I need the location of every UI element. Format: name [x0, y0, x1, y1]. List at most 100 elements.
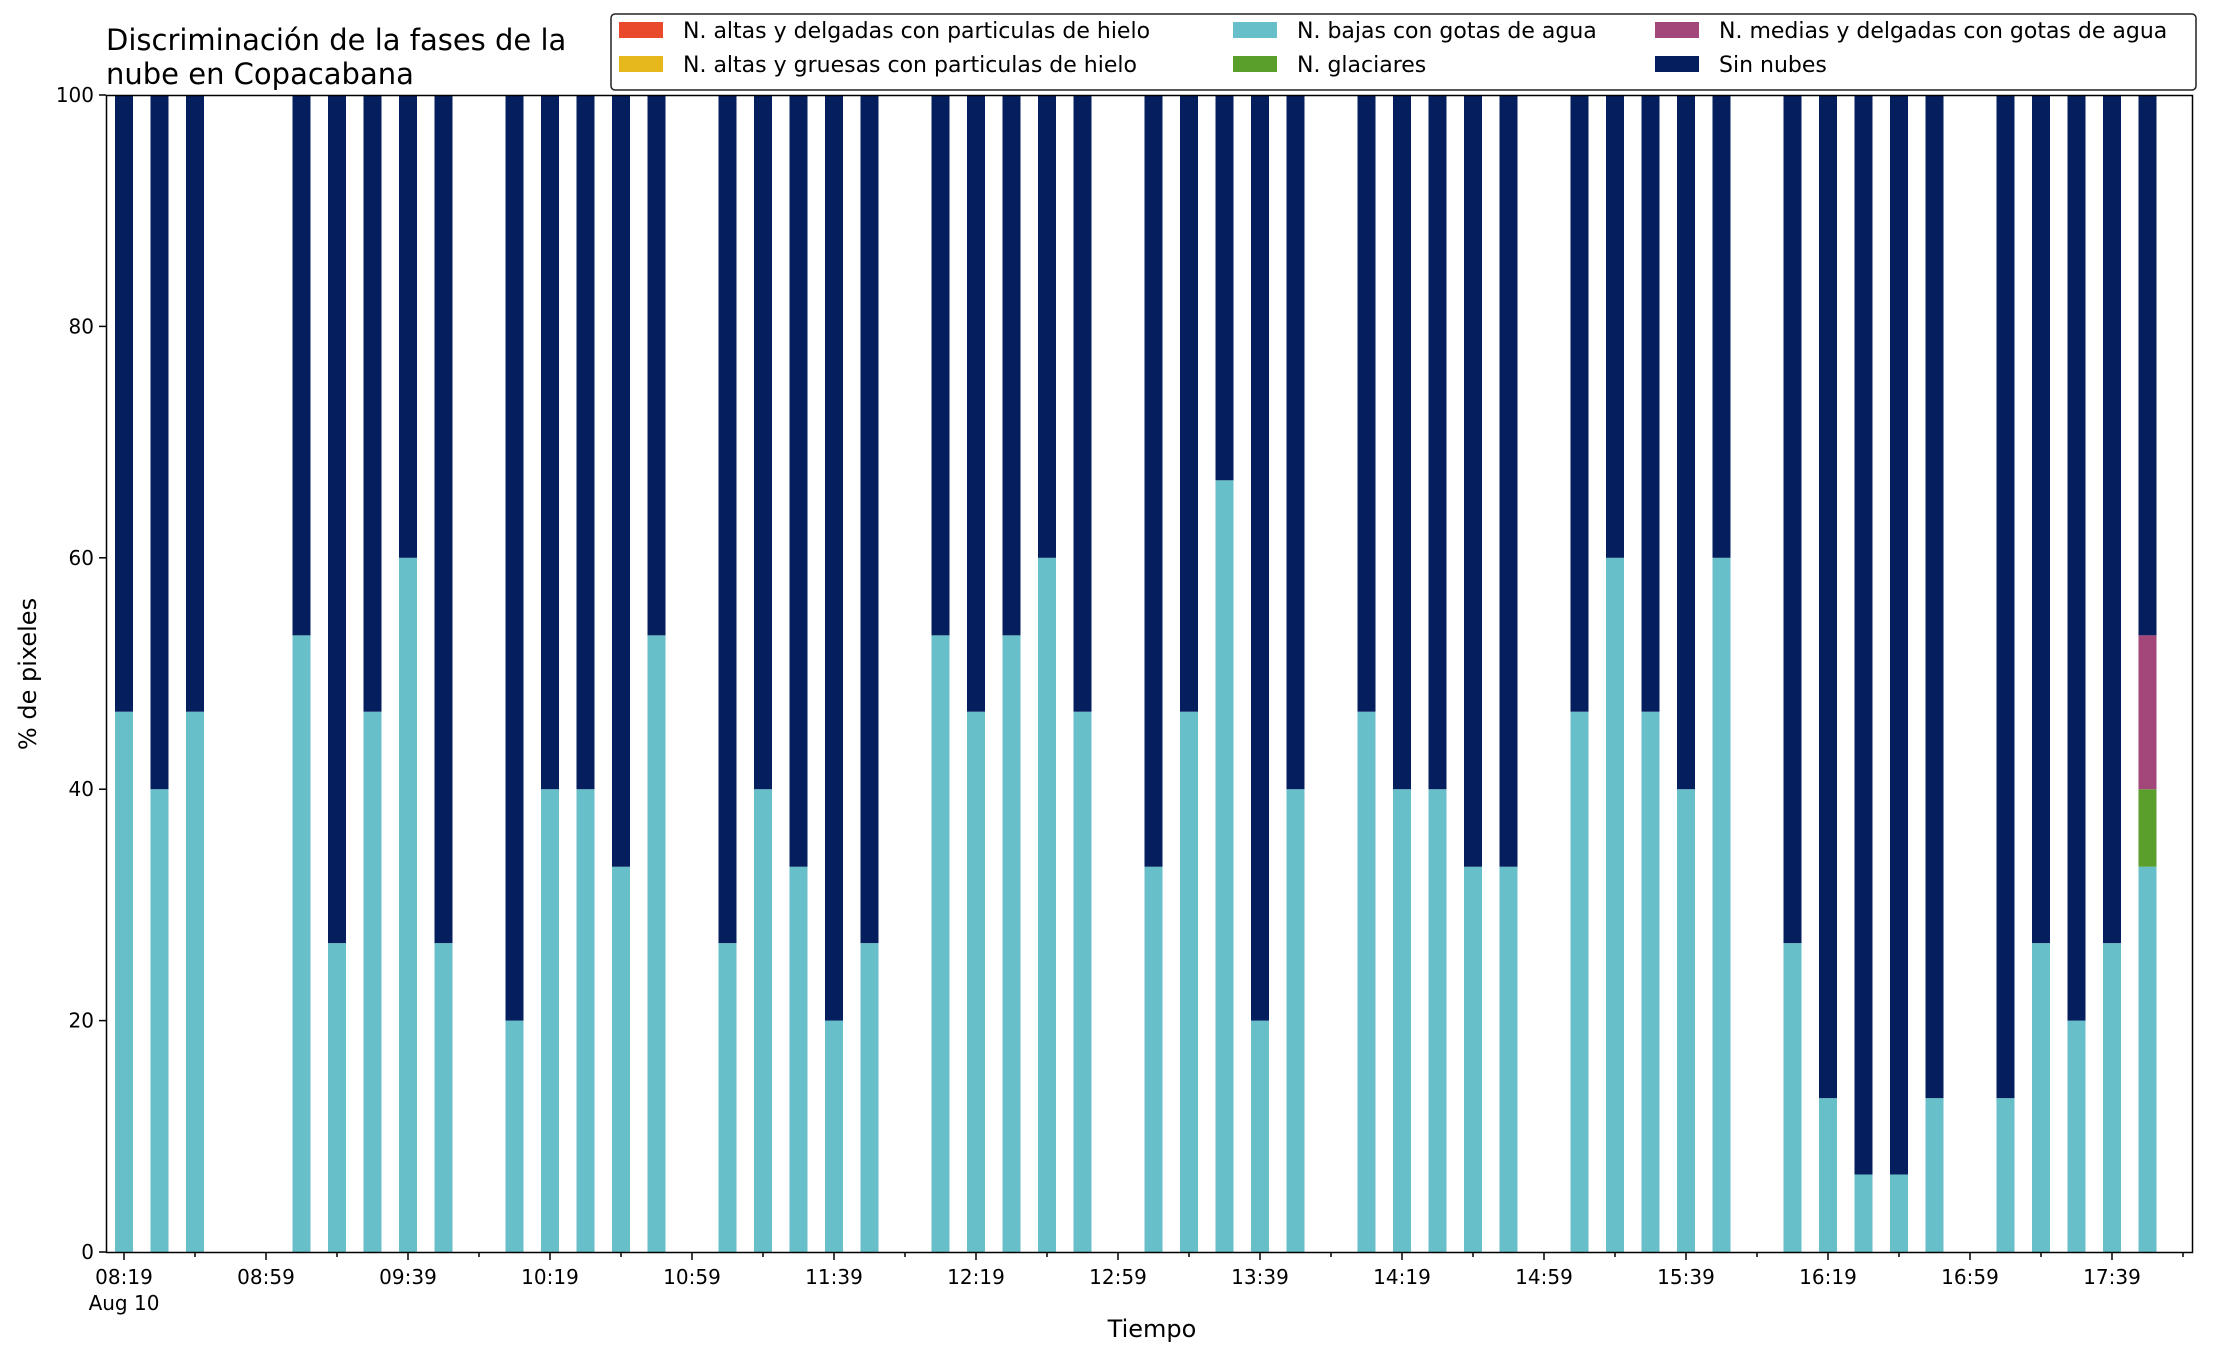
- bar-segment-0929-series-2: [363, 711, 382, 1252]
- x-tick-date-label: Aug 10: [89, 1291, 160, 1315]
- bar-segment-1419-series-2: [1393, 789, 1411, 1252]
- bar-segment-1529-series-5: [1641, 95, 1660, 712]
- bar-segment-1749-series-3: [2138, 789, 2157, 867]
- bar-segment-1639-series-5: [1890, 95, 1908, 1175]
- bar-segment-0919-series-5: [328, 95, 346, 944]
- bar-segment-1749-series-5: [2138, 95, 2157, 636]
- x-tick-label: 16:59: [1941, 1265, 1999, 1289]
- bar-segment-1619-series-5: [1819, 95, 1837, 1099]
- bar-segment-1339-series-5: [1251, 95, 1269, 1021]
- bar-segment-1619-series-2: [1819, 1098, 1837, 1252]
- bar-segment-1209-series-5: [931, 95, 950, 636]
- bar-segment-0829-series-5: [150, 95, 169, 790]
- bar-segment-1549-series-2: [1712, 557, 1731, 1252]
- chart-title-line-2: nube en Copacabana: [106, 57, 414, 91]
- bar-segment-1649-series-2: [1925, 1098, 1944, 1252]
- bar-segment-1129-series-2: [789, 866, 808, 1252]
- x-tick-label: 17:39: [2083, 1265, 2141, 1289]
- x-tick-label: 14:59: [1515, 1265, 1573, 1289]
- x-tick-label: 10:59: [663, 1265, 721, 1289]
- bar-segment-0909-series-2: [292, 635, 311, 1252]
- bar-segment-0839-series-5: [186, 95, 204, 712]
- legend: N. altas y delgadas con particulas de hi…: [610, 13, 2197, 91]
- y-tick-label: 100: [56, 83, 94, 107]
- x-axis-ticks: 08:19 08:59 09:39 10:19 10:59 11:39 12:19 12:59…: [89, 1252, 2184, 1315]
- bar-segment-1119-series-5: [754, 95, 772, 790]
- legend-swatch-0: [619, 22, 663, 38]
- bar-segment-1009-series-2: [505, 1020, 524, 1252]
- legend-label-2: N. bajas con gotas de agua: [1297, 19, 1597, 44]
- x-tick-label: 16:19: [1799, 1265, 1857, 1289]
- bars-group: [115, 95, 2157, 1252]
- y-tick-label: 40: [69, 777, 94, 801]
- bar-segment-1609-series-2: [1783, 943, 1802, 1252]
- bar-segment-1509-series-2: [1570, 711, 1589, 1252]
- bar-segment-1439-series-2: [1464, 866, 1482, 1252]
- bar-segment-1019-series-5: [541, 95, 559, 790]
- bar-segment-0949-series-5: [434, 95, 453, 944]
- bar-segment-0829-series-2: [150, 789, 169, 1252]
- legend-label-4: N. medias y delgadas con gotas de agua: [1719, 19, 2167, 44]
- legend-frame: [610, 13, 2197, 91]
- bar-segment-1239-series-5: [1038, 95, 1056, 558]
- bar-segment-1349-series-2: [1286, 789, 1305, 1252]
- bar-segment-1429-series-2: [1428, 789, 1447, 1252]
- bar-segment-1139-series-2: [825, 1020, 843, 1252]
- bar-segment-1409-series-2: [1357, 711, 1376, 1252]
- bar-segment-0819-series-5: [115, 95, 133, 712]
- x-tick-label: 12:19: [947, 1265, 1005, 1289]
- bar-segment-0949-series-2: [434, 943, 453, 1252]
- bar-segment-0939-series-2: [399, 557, 417, 1252]
- bar-segment-1329-series-2: [1215, 480, 1234, 1252]
- x-tick-label: 11:39: [805, 1265, 863, 1289]
- legend-label-3: N. glaciares: [1297, 53, 1426, 78]
- bar-segment-0839-series-2: [186, 711, 204, 1252]
- bar-segment-1629-series-2: [1854, 1174, 1873, 1252]
- bar-segment-1039-series-5: [612, 95, 630, 867]
- bar-segment-1029-series-2: [576, 789, 595, 1252]
- bar-segment-1649-series-5: [1925, 95, 1944, 1099]
- bar-segment-1709-series-5: [1996, 95, 2015, 1099]
- bar-segment-1509-series-5: [1570, 95, 1589, 712]
- bar-segment-1609-series-5: [1783, 95, 1802, 944]
- bar-segment-1539-series-2: [1677, 789, 1695, 1252]
- legend-label-1: N. altas y gruesas con particulas de hie…: [683, 53, 1137, 78]
- bar-segment-1319-series-5: [1180, 95, 1198, 712]
- legend-label-0: N. altas y delgadas con particulas de hi…: [683, 19, 1150, 44]
- bar-segment-1029-series-5: [576, 95, 595, 790]
- x-tick-label: 10:19: [521, 1265, 579, 1289]
- y-tick-label: 20: [69, 1009, 94, 1033]
- bar-segment-1139-series-5: [825, 95, 843, 1021]
- bar-segment-1519-series-5: [1606, 95, 1624, 558]
- x-tick-label: 08:19: [95, 1265, 153, 1289]
- bar-segment-1149-series-5: [860, 95, 879, 944]
- bar-segment-1529-series-2: [1641, 711, 1660, 1252]
- bar-segment-1009-series-5: [505, 95, 524, 1021]
- bar-segment-1229-series-2: [1002, 635, 1021, 1252]
- bar-segment-0909-series-5: [292, 95, 311, 636]
- y-axis-ticks: 0 20 40 60 80 100: [56, 83, 106, 1264]
- bar-segment-1419-series-5: [1393, 95, 1411, 790]
- bar-segment-1349-series-5: [1286, 95, 1305, 790]
- bar-segment-1109-series-5: [718, 95, 737, 944]
- plot-frame: [105, 94, 2194, 1254]
- y-axis-label: % de pixeles: [14, 598, 42, 750]
- bar-segment-1719-series-5: [2032, 95, 2050, 944]
- x-tick-label: 08:59: [237, 1265, 295, 1289]
- bar-segment-0919-series-2: [328, 943, 346, 1252]
- legend-swatch-4: [1655, 22, 1699, 38]
- legend-swatch-5: [1655, 56, 1699, 72]
- bar-segment-1409-series-5: [1357, 95, 1376, 712]
- bar-segment-1219-series-2: [967, 711, 985, 1252]
- bar-segment-1749-series-2: [2138, 866, 2157, 1252]
- chart-title-line-1: Discriminación de la fases de la: [106, 23, 566, 57]
- bar-segment-1249-series-2: [1073, 711, 1092, 1252]
- bar-segment-1739-series-2: [2103, 943, 2121, 1252]
- legend-label-5: Sin nubes: [1719, 53, 1827, 78]
- bar-segment-1319-series-2: [1180, 711, 1198, 1252]
- y-tick-label: 0: [81, 1240, 94, 1264]
- bar-segment-0819-series-2: [115, 711, 133, 1252]
- bar-segment-1719-series-2: [2032, 943, 2050, 1252]
- bar-segment-1429-series-5: [1428, 95, 1447, 790]
